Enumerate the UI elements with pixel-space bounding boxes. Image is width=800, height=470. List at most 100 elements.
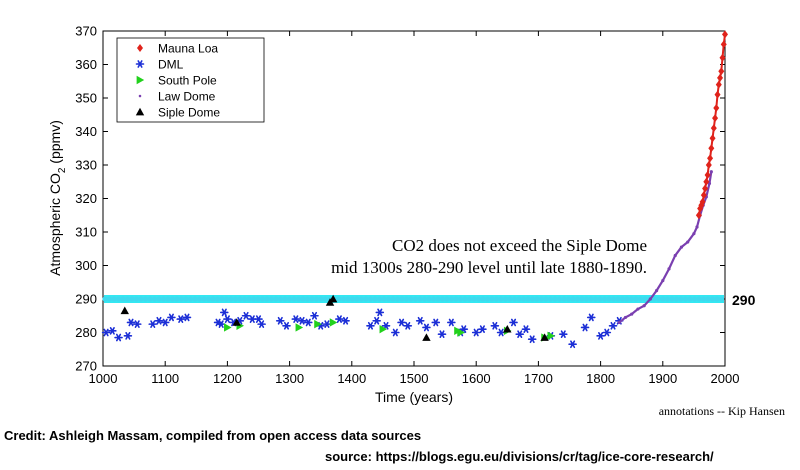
reference-line-marker [412, 296, 419, 302]
dml-point [275, 316, 285, 325]
asterisk-core [493, 324, 497, 328]
legend-marker-south-pole [136, 75, 145, 85]
reference-line-marker [399, 296, 405, 302]
dml-point [431, 318, 441, 327]
reference-line-marker [718, 296, 725, 302]
y-tick-label: 270 [75, 359, 97, 374]
asterisk-core [135, 322, 139, 326]
tick-layer: 1000 1100 1200 1300 1400 1500 1600 1700 1800 1900… [75, 24, 739, 387]
reference-line-marker [525, 296, 531, 302]
reference-line-marker [363, 296, 369, 302]
reference-line-layer [102, 295, 725, 303]
reference-line-marker [696, 296, 702, 302]
reference-line-marker [165, 296, 171, 302]
siple-dome-point [232, 318, 241, 326]
y-tick-label: 290 [75, 292, 97, 307]
legend-label: South Pole [158, 74, 217, 88]
mauna-loa-point [720, 40, 727, 49]
dml-point [375, 308, 385, 317]
reference-line-marker [520, 296, 527, 302]
legend-items: Mauna Loa DML South Pole Law Dome Siple Dome [135, 42, 220, 120]
reference-line-marker [336, 296, 342, 302]
reference-line-marker [682, 296, 689, 302]
reference-line-marker [502, 296, 509, 302]
reference-line-marker [354, 296, 360, 302]
dml-point [415, 316, 425, 325]
reference-line-marker [430, 296, 437, 302]
asterisk-core [343, 319, 348, 323]
reference-line-marker [498, 296, 504, 302]
asterisk-core [151, 322, 155, 326]
reference-line-marker [466, 296, 473, 302]
asterisk-core [104, 330, 108, 335]
asterisk-core [480, 327, 485, 331]
reference-line-marker [538, 296, 545, 302]
dml-point [123, 332, 133, 340]
asterisk-core [399, 320, 404, 325]
reference-line-marker [471, 296, 477, 302]
x-tick-label: 1700 [524, 371, 553, 386]
reference-line-marker [183, 296, 189, 302]
reference-line-marker [597, 296, 603, 302]
reference-line-marker [624, 296, 630, 302]
asterisk-core [418, 319, 422, 323]
asterisk-core [440, 332, 444, 336]
south-pole-point [379, 324, 388, 334]
reference-line-marker [655, 296, 662, 302]
reference-line-marker [403, 296, 410, 302]
law-dome-point [667, 267, 671, 271]
asterisk-core [406, 324, 410, 328]
mauna-loa-point [717, 73, 724, 82]
law-dome-point [686, 240, 690, 244]
south-pole-point [295, 323, 304, 332]
mauna-loa-point [709, 134, 716, 143]
law-dome-point [617, 320, 621, 325]
south-pole-point [329, 318, 338, 327]
reference-line-marker [111, 296, 117, 302]
dml-point [297, 316, 307, 325]
reference-line-marker [484, 296, 491, 302]
y-tick-label: 300 [75, 258, 97, 273]
mauna-loa-point [715, 80, 722, 89]
reference-line-marker [214, 296, 221, 302]
reference-line-marker [291, 296, 297, 302]
asterisk-core [244, 314, 248, 318]
dml-point [335, 315, 344, 323]
dml-point [247, 315, 257, 323]
reference-line-marker [313, 296, 320, 302]
asterisk-core [222, 310, 226, 314]
legend-label: DML [158, 58, 184, 72]
dml-point [608, 321, 618, 330]
asterisk-core [571, 342, 575, 346]
dml-point [366, 321, 375, 330]
dml-point [397, 318, 406, 327]
asterisk-core [306, 320, 310, 325]
asterisk-core [449, 320, 453, 325]
reference-line-marker [367, 296, 374, 302]
asterisk-core [530, 337, 534, 341]
mauna-loa-point [710, 124, 717, 133]
reference-line-marker [637, 296, 644, 302]
law-dome-point [648, 297, 652, 301]
reference-line-marker [268, 296, 275, 302]
dml-point [132, 320, 142, 328]
law-dome-point [661, 278, 665, 283]
dml-point [310, 311, 319, 320]
asterisk-core [518, 332, 522, 336]
reference-line-marker [475, 296, 482, 302]
mauna-loa-point [699, 197, 706, 206]
reference-line-marker [673, 296, 680, 302]
reference-line-marker [493, 296, 500, 302]
reference-line-marker [435, 296, 441, 302]
asterisk-core [561, 332, 565, 336]
asterisk-core [605, 330, 609, 335]
dml-point [160, 318, 170, 327]
law-dome-point [654, 289, 659, 293]
asterisk-core [169, 315, 174, 320]
asterisk-core [138, 62, 142, 66]
legend-marker-dml [135, 60, 145, 68]
asterisk-core [462, 327, 466, 331]
reference-line-marker [601, 296, 608, 302]
reference-line-marker [417, 296, 423, 302]
